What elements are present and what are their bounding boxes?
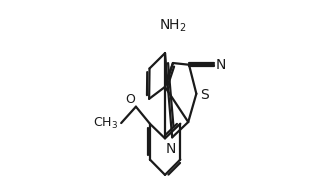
Text: NH$_2$: NH$_2$ <box>159 18 187 34</box>
Text: CH$_3$: CH$_3$ <box>93 116 118 131</box>
Text: S: S <box>201 88 209 102</box>
Text: N: N <box>166 142 176 156</box>
Text: N: N <box>216 58 226 72</box>
Text: O: O <box>125 93 135 106</box>
